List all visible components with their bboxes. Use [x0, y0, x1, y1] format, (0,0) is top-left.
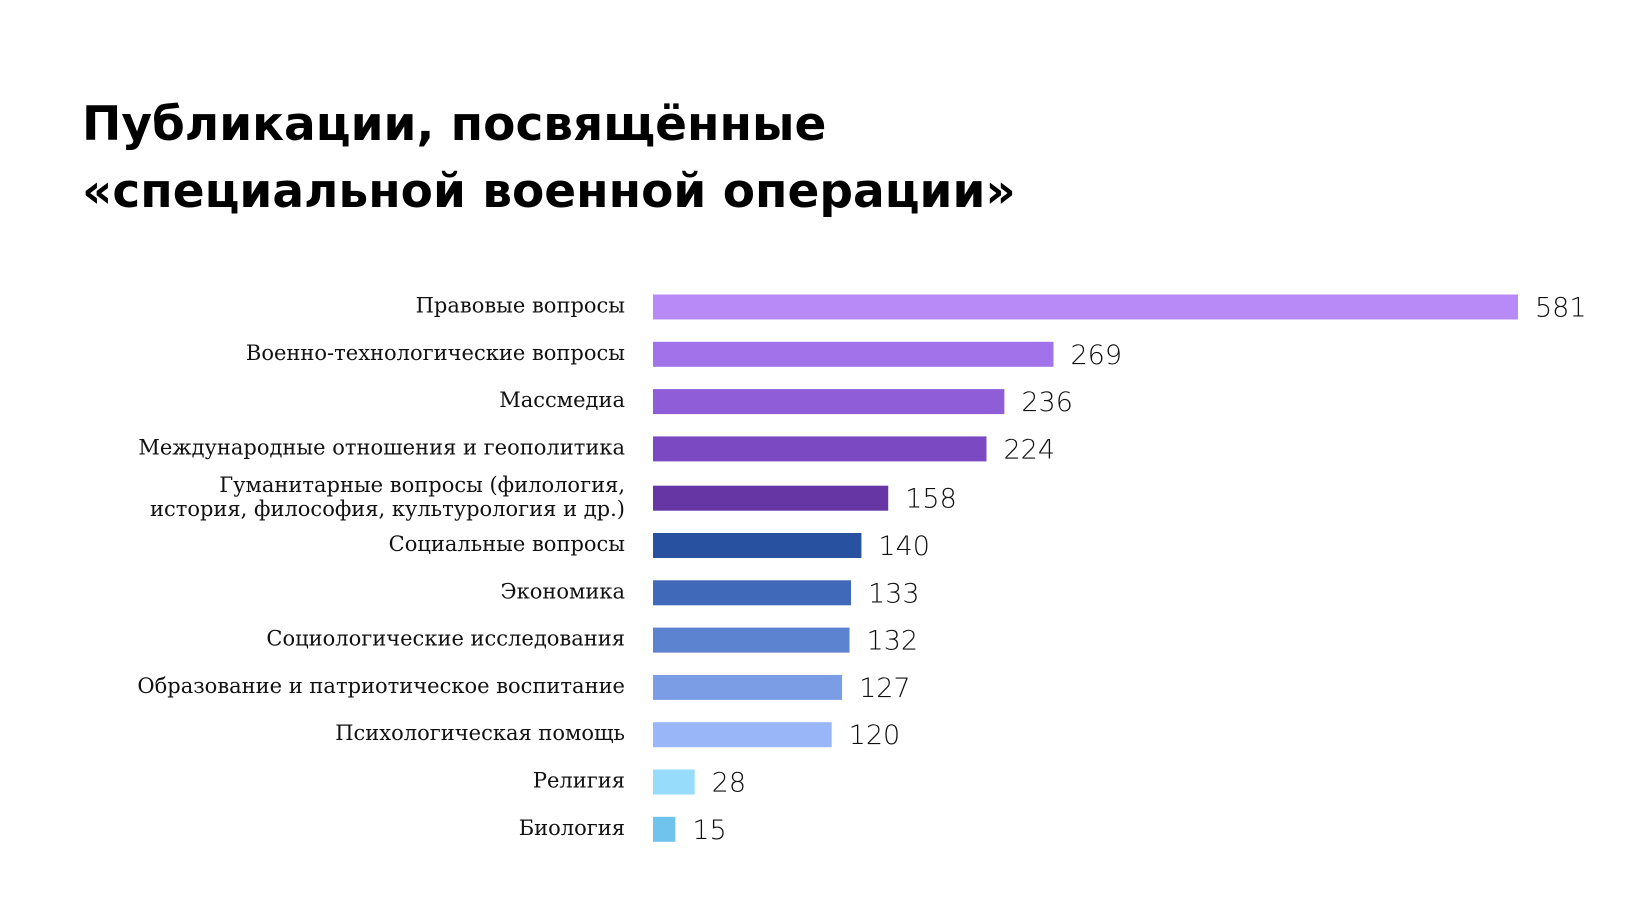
chart-title: «специальной военной операции» — [82, 164, 1016, 219]
category-label: Военно-технологические вопросы — [246, 341, 625, 365]
value-label: 140 — [878, 531, 930, 562]
value-label: 581 — [1535, 293, 1587, 324]
category-label: Социальные вопросы — [389, 532, 625, 556]
bar — [653, 485, 889, 511]
bar — [653, 627, 850, 653]
value-label: 28 — [712, 768, 746, 799]
value-label: 269 — [1070, 340, 1122, 371]
category-label: Психологическая помощь — [335, 721, 625, 745]
value-label: 133 — [868, 578, 920, 609]
value-label: 120 — [849, 720, 901, 751]
bar — [653, 294, 1518, 320]
value-label: 224 — [1003, 434, 1055, 465]
category-label: Массмедиа — [499, 388, 625, 412]
bar — [653, 341, 1054, 367]
bar — [653, 769, 695, 795]
value-label: 236 — [1021, 387, 1073, 418]
bar — [653, 722, 832, 748]
category-label: Образование и патриотическое воспитание — [137, 674, 625, 698]
bar — [653, 816, 676, 842]
category-label: Религия — [533, 769, 625, 793]
value-label: 132 — [867, 626, 919, 657]
value-label: 158 — [905, 484, 957, 515]
bar — [653, 436, 987, 462]
value-label: 15 — [692, 815, 726, 846]
value-label: 127 — [859, 673, 911, 704]
category-label: Правовые вопросы — [416, 294, 625, 318]
bar — [653, 533, 862, 558]
category-label: Социологические исследования — [266, 627, 625, 651]
bar — [653, 674, 843, 700]
category-label: Гуманитарные вопросы (филология, история,… — [150, 473, 625, 521]
category-label: Биология — [519, 816, 625, 840]
category-label: Экономика — [501, 579, 625, 603]
bar — [653, 580, 852, 606]
category-label: Международные отношения и геополитика — [138, 435, 625, 459]
chart-title: Публикации, посвящённые — [82, 97, 826, 152]
bar — [653, 389, 1005, 415]
